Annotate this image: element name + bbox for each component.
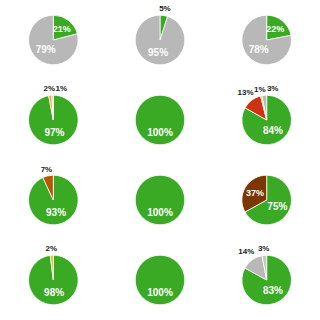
pie bbox=[29, 15, 79, 65]
data-label: 13% bbox=[238, 88, 254, 97]
pie-slice bbox=[43, 175, 54, 200]
pie bbox=[242, 255, 292, 305]
data-label: 75% bbox=[267, 201, 287, 212]
data-label: 100% bbox=[147, 127, 173, 138]
pie-slice bbox=[29, 95, 79, 145]
data-labels: 84% 13%1%3% bbox=[238, 84, 283, 136]
data-labels: 100% bbox=[147, 127, 173, 138]
pie-slice bbox=[29, 255, 79, 305]
data-label: 78% bbox=[249, 44, 269, 55]
data-label: 37% bbox=[246, 188, 264, 198]
data-label: 100% bbox=[147, 207, 173, 218]
data-label: 98% bbox=[44, 287, 64, 298]
pie-slice bbox=[50, 255, 53, 280]
data-labels: 83% 14% 3% bbox=[238, 244, 283, 296]
data-labels: 93% 7% bbox=[41, 165, 67, 218]
pie-slice bbox=[135, 15, 185, 65]
data-label: 1% bbox=[254, 85, 266, 94]
pie-slice bbox=[242, 255, 292, 305]
data-label: 93% bbox=[46, 207, 66, 218]
pie-slice bbox=[242, 15, 292, 65]
pie bbox=[29, 95, 79, 145]
pie-slice bbox=[135, 255, 185, 305]
pie-slice bbox=[135, 175, 185, 225]
pie bbox=[242, 95, 292, 145]
pie-slice bbox=[262, 255, 267, 280]
data-labels: 97% 2%1% bbox=[44, 84, 68, 138]
data-label: 3% bbox=[258, 244, 270, 253]
data-label: 5% bbox=[159, 4, 171, 13]
pie-slice bbox=[135, 95, 185, 145]
pie-slice bbox=[245, 256, 267, 280]
data-label: 7% bbox=[41, 165, 53, 174]
pie bbox=[135, 175, 185, 225]
data-label: 14% bbox=[238, 247, 254, 256]
pie-slice bbox=[245, 96, 267, 120]
data-label: 2% bbox=[46, 244, 58, 253]
data-labels: 75%37% bbox=[246, 188, 288, 212]
pie-slice bbox=[242, 175, 267, 212]
data-labels: 100% bbox=[147, 207, 173, 218]
pie-slice bbox=[242, 95, 292, 145]
pie bbox=[29, 175, 79, 225]
data-labels: 100% bbox=[147, 287, 173, 298]
pie bbox=[135, 95, 185, 145]
pie bbox=[29, 255, 79, 305]
data-label: 3% bbox=[267, 84, 279, 93]
pie-slice bbox=[261, 96, 267, 120]
pie-slice bbox=[29, 175, 79, 225]
data-label: 22% bbox=[266, 24, 284, 34]
pie-slice bbox=[29, 15, 79, 65]
pie-slice bbox=[49, 95, 54, 120]
data-label: 79% bbox=[36, 44, 56, 55]
data-label: 84% bbox=[263, 125, 283, 136]
pie bbox=[135, 255, 185, 305]
pie bbox=[135, 15, 185, 65]
data-labels: 22% 78% bbox=[249, 24, 285, 55]
data-labels: 5% 95% bbox=[148, 4, 171, 58]
pie bbox=[242, 15, 292, 65]
data-label: 21% bbox=[53, 24, 71, 34]
chart-root: 21%79%5%95%22%78%97%2%1%100%84%13%1%3%93… bbox=[0, 0, 320, 320]
data-labels: 98% 2% bbox=[44, 244, 64, 298]
pie-slice bbox=[262, 95, 267, 120]
data-labels: 21% 79% bbox=[36, 24, 71, 55]
data-label: 97% bbox=[44, 127, 64, 138]
data-label: 95% bbox=[148, 47, 168, 58]
pie-slice bbox=[52, 95, 54, 120]
data-label: 100% bbox=[147, 287, 173, 298]
data-label: 2% bbox=[44, 84, 56, 93]
data-label: 1% bbox=[56, 84, 68, 93]
data-label: 83% bbox=[263, 285, 283, 296]
pie bbox=[242, 175, 292, 225]
